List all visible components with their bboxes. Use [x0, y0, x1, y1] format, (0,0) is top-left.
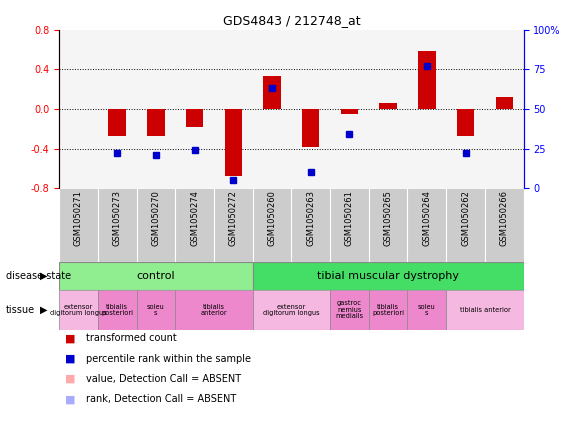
Bar: [109, 109, 126, 136]
Text: gastroc
nemius
medialis: gastroc nemius medialis: [336, 300, 364, 319]
Text: GSM1050272: GSM1050272: [229, 190, 238, 246]
Text: control: control: [137, 271, 175, 281]
Text: GSM1050273: GSM1050273: [113, 190, 122, 247]
Bar: [59, 290, 98, 330]
Bar: [418, 52, 436, 109]
Text: GSM1050263: GSM1050263: [306, 190, 315, 247]
Bar: [147, 109, 164, 136]
Bar: [446, 290, 524, 330]
Text: ▶: ▶: [41, 271, 48, 281]
Bar: [369, 188, 408, 262]
Bar: [225, 109, 242, 176]
Text: ■: ■: [65, 333, 75, 343]
Bar: [263, 76, 281, 109]
Text: soleu
s: soleu s: [418, 304, 436, 316]
Text: disease state: disease state: [6, 271, 71, 281]
Text: ■: ■: [65, 374, 75, 384]
Text: tibialis
posteriori: tibialis posteriori: [101, 304, 133, 316]
Title: GDS4843 / 212748_at: GDS4843 / 212748_at: [222, 14, 360, 27]
Bar: [330, 290, 369, 330]
Bar: [136, 188, 175, 262]
Bar: [59, 188, 98, 262]
Bar: [369, 290, 408, 330]
Bar: [253, 188, 292, 262]
Text: transformed count: transformed count: [86, 333, 177, 343]
Text: extensor
digitorum longus: extensor digitorum longus: [50, 304, 107, 316]
Text: GSM1050260: GSM1050260: [267, 190, 276, 246]
Text: ■: ■: [65, 394, 75, 404]
Text: GSM1050271: GSM1050271: [74, 190, 83, 246]
Text: GSM1050274: GSM1050274: [190, 190, 199, 246]
Text: ■: ■: [65, 354, 75, 364]
Text: GSM1050266: GSM1050266: [500, 190, 509, 247]
Bar: [98, 290, 136, 330]
Text: extensor
digitorum longus: extensor digitorum longus: [263, 304, 320, 316]
Text: rank, Detection Call = ABSENT: rank, Detection Call = ABSENT: [86, 394, 236, 404]
Bar: [457, 109, 474, 136]
Bar: [446, 188, 485, 262]
Bar: [59, 262, 253, 290]
Bar: [214, 188, 253, 262]
Bar: [253, 262, 524, 290]
Text: tibialis anterior: tibialis anterior: [459, 307, 510, 313]
Bar: [408, 290, 446, 330]
Text: value, Detection Call = ABSENT: value, Detection Call = ABSENT: [86, 374, 242, 384]
Bar: [341, 109, 358, 114]
Bar: [175, 290, 253, 330]
Bar: [379, 103, 397, 109]
Bar: [292, 188, 330, 262]
Text: GSM1050265: GSM1050265: [383, 190, 392, 246]
Bar: [495, 97, 513, 109]
Bar: [186, 109, 203, 127]
Bar: [330, 188, 369, 262]
Text: GSM1050264: GSM1050264: [422, 190, 431, 246]
Text: tibialis
posteriori: tibialis posteriori: [372, 304, 404, 316]
Text: tibial muscular dystrophy: tibial muscular dystrophy: [317, 271, 459, 281]
Text: GSM1050261: GSM1050261: [345, 190, 354, 246]
Bar: [136, 290, 175, 330]
Text: soleu
s: soleu s: [147, 304, 165, 316]
Text: tibialis
anterior: tibialis anterior: [200, 304, 227, 316]
Bar: [302, 109, 319, 147]
Text: percentile rank within the sample: percentile rank within the sample: [86, 354, 251, 364]
Text: GSM1050262: GSM1050262: [461, 190, 470, 246]
Bar: [485, 188, 524, 262]
Bar: [175, 188, 214, 262]
Bar: [98, 188, 136, 262]
Text: tissue: tissue: [6, 305, 35, 315]
Bar: [253, 290, 330, 330]
Text: ▶: ▶: [41, 305, 48, 315]
Text: GSM1050270: GSM1050270: [151, 190, 160, 246]
Bar: [408, 188, 446, 262]
